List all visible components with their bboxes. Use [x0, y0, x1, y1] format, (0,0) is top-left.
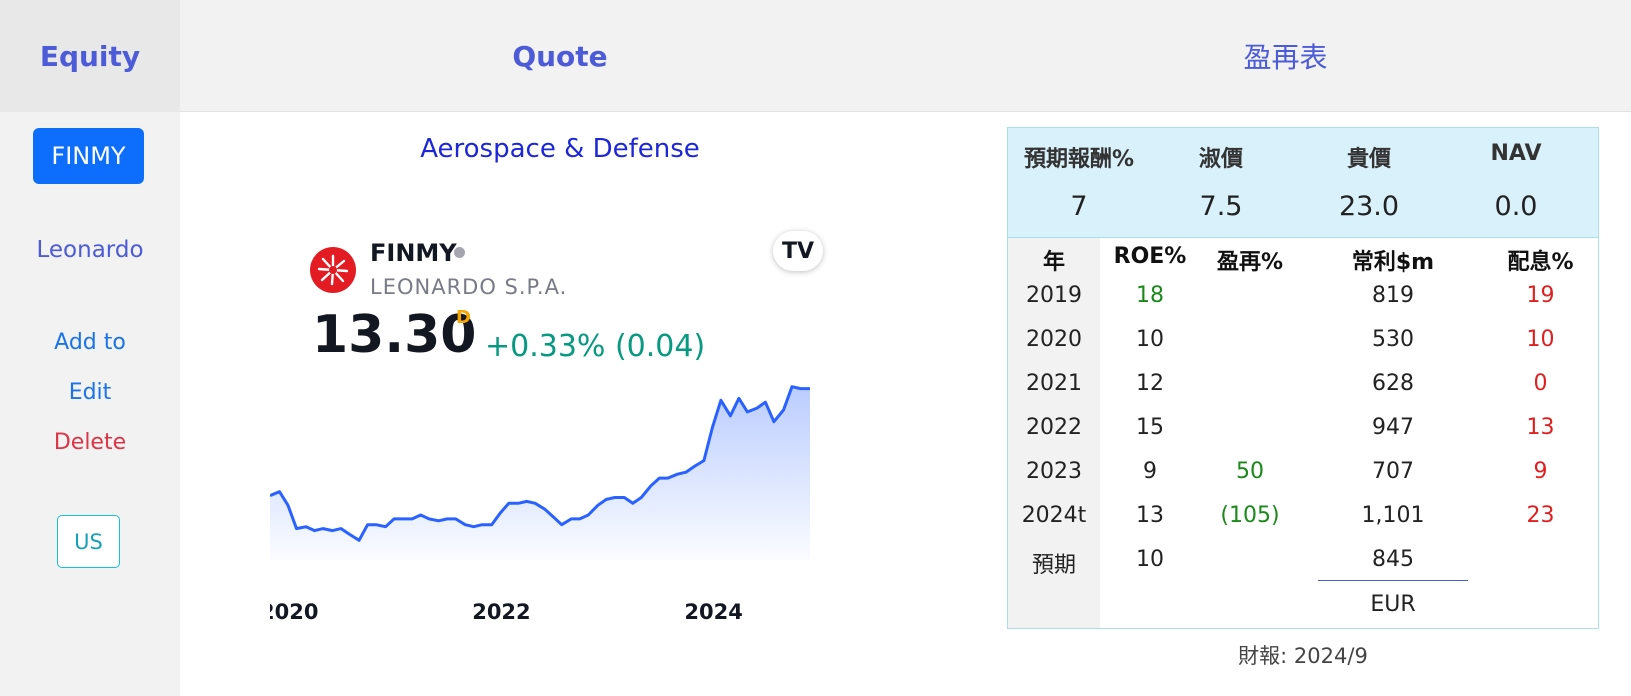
price-chart: 2020 2022 2024	[270, 385, 810, 624]
quote-widget[interactable]: FINMY LEONARDO S.P.A. 13.30 D +0.33% (0.…	[270, 225, 830, 635]
summary-value: 7.5	[1199, 191, 1243, 222]
table-cell-reinvest: 50	[1236, 459, 1264, 484]
equity-tab[interactable]: Equity	[0, 0, 180, 112]
market-us-button[interactable]: US	[57, 515, 120, 568]
price-value: 13.30	[312, 305, 477, 365]
year-column-bg	[1008, 238, 1100, 628]
summary-header: 預期報酬%	[1023, 147, 1135, 172]
pe-table: 預期報酬% 淑價 貴價 NAV 7 7.5 23.0 0.0 年 ROE% 盈再…	[1007, 127, 1599, 629]
top-header: Equity Quote 盈再表	[0, 0, 1631, 112]
sidebar: FINMY Leonardo Add to Edit Delete US	[0, 112, 180, 696]
table-cell-year: 2019	[1026, 283, 1082, 308]
table-cell-roe: 12	[1136, 371, 1164, 396]
company-link[interactable]: Leonardo	[36, 237, 144, 263]
delete-link[interactable]: Delete	[53, 430, 127, 455]
table-cell-profit: 628	[1372, 371, 1414, 396]
summary-header: 淑價	[1198, 147, 1243, 172]
price-line	[270, 385, 810, 542]
table-cell-year: 2021	[1026, 371, 1082, 396]
table-cell-roe: 15	[1136, 415, 1164, 440]
table-cell-payout: 9	[1533, 459, 1548, 484]
price-area	[270, 386, 810, 560]
x-tick-label: 2022	[472, 600, 530, 624]
symbol-button[interactable]: FINMY	[33, 128, 144, 184]
table-cell-payout: 0	[1533, 371, 1548, 396]
widget-symbol: FINMY	[370, 239, 457, 267]
column-header-reinvest: 盈再%	[1216, 250, 1284, 275]
table-cell-payout: 13	[1526, 415, 1555, 440]
table-cell-payout: 19	[1526, 283, 1555, 308]
table-cell-profit: 530	[1372, 327, 1414, 352]
add-to-link[interactable]: Add to	[54, 330, 126, 355]
table-cell-profit: 819	[1372, 283, 1414, 308]
price-flag: D	[456, 307, 471, 328]
table-cell-payout: 10	[1526, 327, 1555, 352]
summary-value: 0.0	[1494, 191, 1538, 222]
table-cell-year: 預期	[1031, 553, 1076, 578]
table-cell-reinvest: (105)	[1220, 503, 1280, 528]
table-cell-roe: 13	[1136, 503, 1164, 528]
widget-company-name: LEONARDO S.P.A.	[370, 275, 568, 299]
column-header-year: 年	[1042, 250, 1065, 275]
table-cell-year: 2024t	[1021, 503, 1087, 528]
summary-panel: 預期報酬% 淑價 貴價 NAV 7 7.5 23.0 0.0	[1008, 128, 1598, 238]
column-header-payout: 配息%	[1507, 250, 1574, 275]
profit-underline	[1318, 580, 1468, 581]
tradingview-logo-icon[interactable]: TV	[773, 231, 823, 271]
company-logo-icon	[310, 247, 356, 293]
x-tick-label: 2020	[270, 600, 318, 624]
summary-value: 23.0	[1338, 191, 1400, 222]
table-cell-roe: 18	[1136, 283, 1164, 308]
column-header-roe: ROE%	[1113, 244, 1187, 269]
report-date: 財報: 2024/9	[1238, 644, 1368, 668]
table-cell-roe: 9	[1143, 459, 1157, 484]
table-cell-year: 2022	[1026, 415, 1082, 440]
sector-link[interactable]: Aerospace & Defense	[420, 134, 700, 164]
price-change: +0.33% (0.04)	[485, 329, 706, 364]
x-tick-label: 2024	[684, 600, 742, 624]
table-cell-profit: 947	[1372, 415, 1414, 440]
table-cell-year: 2023	[1026, 459, 1082, 484]
quote-tab[interactable]: Quote	[512, 39, 608, 73]
edit-link[interactable]: Edit	[68, 380, 112, 405]
summary-header: 貴價	[1346, 147, 1391, 172]
currency-label: EUR	[1370, 592, 1416, 617]
table-cell-roe: 10	[1136, 547, 1164, 572]
table-cell-profit: 707	[1372, 459, 1414, 484]
table-cell-payout: 23	[1526, 503, 1555, 528]
table-cell-profit: 1,101	[1361, 503, 1425, 528]
summary-header: NAV	[1490, 141, 1542, 166]
table-cell-year: 2020	[1026, 327, 1082, 352]
summary-value: 7	[1070, 191, 1088, 222]
market-status-dot-icon	[454, 247, 465, 258]
column-header-profit: 常利$m	[1351, 250, 1435, 275]
table-cell-profit: 845	[1372, 547, 1414, 572]
table-cell-roe: 10	[1136, 327, 1164, 352]
pe-table-tab[interactable]: 盈再表	[1243, 41, 1328, 74]
